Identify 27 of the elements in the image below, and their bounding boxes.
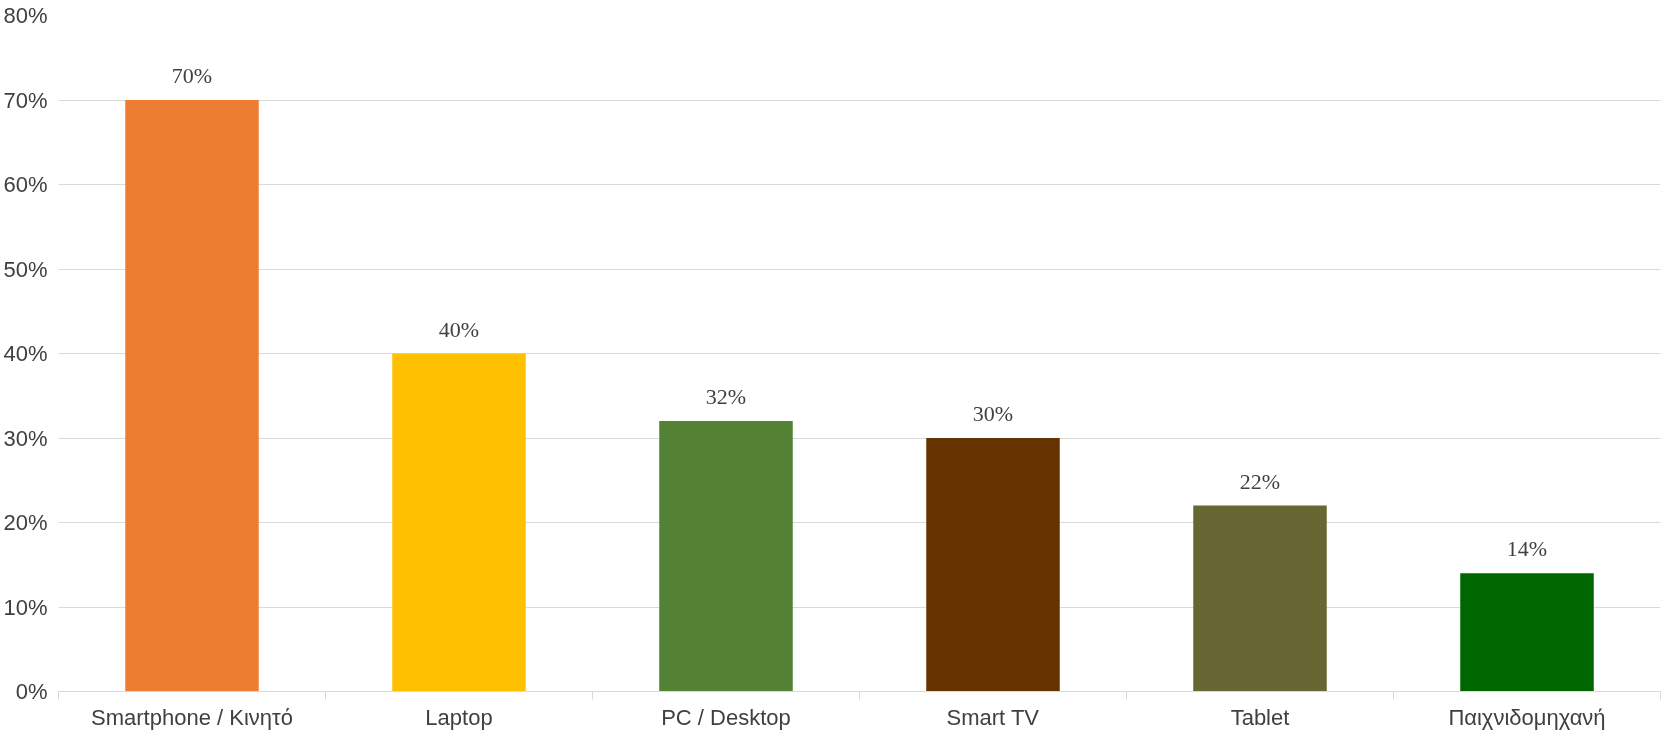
x-tick-label: Παιχνιδομηχανή — [1448, 704, 1606, 730]
x-tick-label: Laptop — [425, 704, 493, 730]
data-label: 22% — [1239, 468, 1281, 494]
data-label: 14% — [1506, 536, 1548, 562]
data-label: 30% — [972, 401, 1014, 426]
data-label: 32% — [705, 384, 747, 410]
x-tick-label: PC / Desktop — [661, 704, 791, 730]
y-tick-label: 0% — [15, 679, 48, 704]
y-tick-label: 20% — [3, 510, 48, 535]
data-label: 70% — [171, 63, 213, 88]
x-tick-label: Smart TV — [946, 704, 1040, 730]
y-tick-label: 80% — [3, 3, 48, 28]
bar — [1460, 573, 1594, 692]
bar — [125, 100, 259, 692]
bar — [1193, 505, 1327, 692]
y-tick-label: 60% — [3, 172, 48, 197]
bar — [926, 438, 1060, 692]
y-tick-label: 30% — [3, 425, 48, 451]
bar — [659, 421, 793, 692]
y-tick-label: 50% — [3, 256, 48, 282]
y-tick-label: 70% — [3, 87, 48, 113]
x-tick-label: Tablet — [1230, 704, 1290, 730]
data-label: 40% — [438, 316, 480, 342]
x-tick-label: Smartphone / Κινητό — [91, 704, 293, 730]
y-tick-label: 40% — [3, 341, 48, 366]
bar — [392, 353, 526, 692]
y-tick-label: 10% — [3, 594, 48, 620]
